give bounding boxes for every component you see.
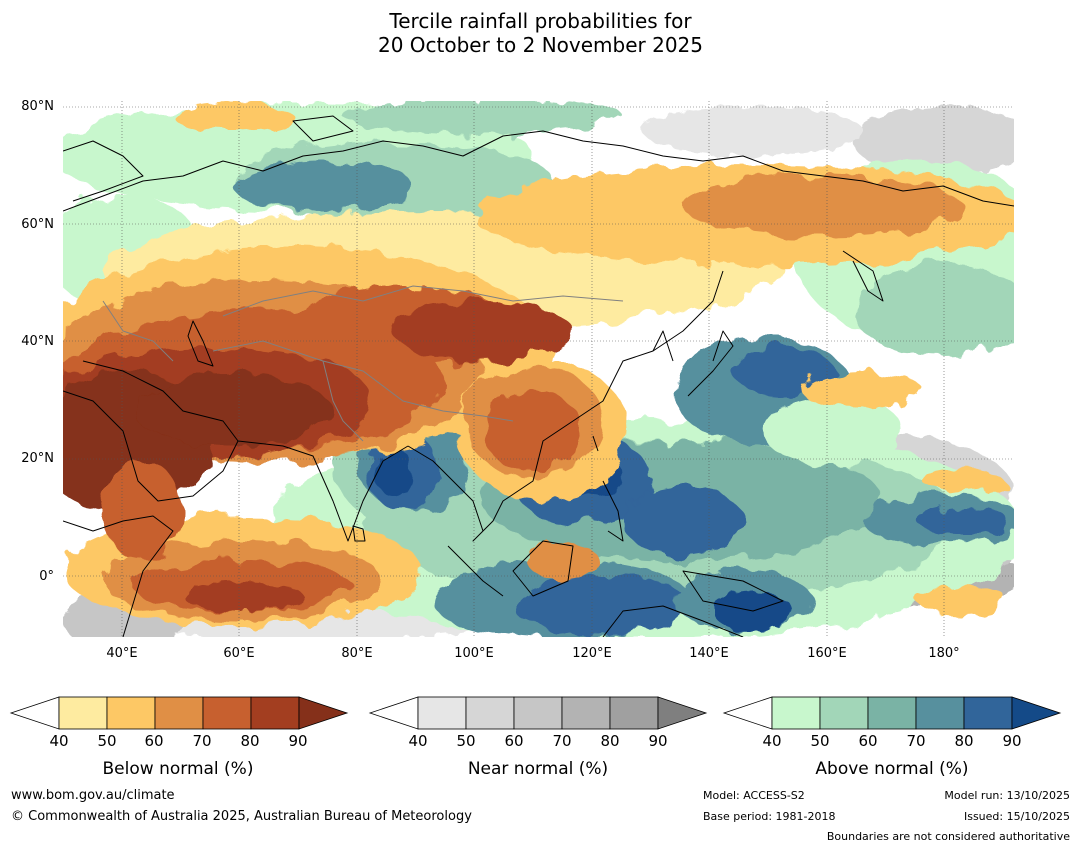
lon-label-160e: 160°E — [807, 646, 847, 661]
country-borders — [102, 285, 624, 442]
colorbar-above-segment-3 — [915, 696, 965, 730]
model-name: Model: ACCESS-S2 — [703, 789, 805, 802]
lon-label-180: 180° — [928, 646, 960, 661]
tick-above-90: 90 — [1002, 732, 1022, 750]
colorbar-above-normal — [722, 696, 1062, 730]
colorbar-below-segment-2 — [154, 696, 204, 730]
map-svg — [63, 101, 1014, 637]
lat-label-20n: 20°N — [21, 451, 54, 466]
lon-label-80e: 80°E — [341, 646, 373, 661]
lat-label-40n: 40°N — [21, 334, 54, 349]
colorbar-above-over-arrow — [1011, 696, 1062, 730]
chart-title-line-2: 20 October to 2 November 2025 — [377, 33, 704, 57]
coastlines — [63, 115, 1014, 637]
colorbar-near-segment-2 — [513, 696, 563, 730]
colorbar-near-normal — [368, 696, 708, 730]
legend-below-label: Below normal (%) — [102, 759, 254, 779]
chart-title-line-1: Tercile rainfall probabilities for — [389, 9, 692, 33]
colorbar-below-segment-1 — [106, 696, 156, 730]
lon-label-140e: 140°E — [689, 646, 729, 661]
lat-label-80n: 80°N — [21, 99, 54, 114]
tick-below-40: 40 — [49, 732, 69, 750]
colorbar-near-segment-1 — [465, 696, 515, 730]
tick-above-50: 50 — [810, 732, 830, 750]
probability-map — [63, 101, 1014, 637]
tick-above-40: 40 — [762, 732, 782, 750]
colorbar-near-over-arrow — [657, 696, 708, 730]
colorbar-below-over-arrow — [298, 696, 349, 730]
tick-below-70: 70 — [192, 732, 212, 750]
legend-near-label: Near normal (%) — [467, 759, 609, 779]
lat-label-0: 0° — [39, 569, 54, 584]
lon-label-40e: 40°E — [106, 646, 138, 661]
issued-date: Issued: 15/10/2025 — [963, 810, 1070, 823]
colorbar-above-segment-2 — [867, 696, 917, 730]
tick-near-60: 60 — [504, 732, 524, 750]
copyright-text: © Commonwealth of Australia 2025, Austra… — [11, 809, 472, 824]
base-period: Base period: 1981-2018 — [703, 810, 836, 823]
tick-near-90: 90 — [648, 732, 668, 750]
tick-below-60: 60 — [144, 732, 164, 750]
legend-colorbars — [9, 696, 1062, 730]
colorbar-near-under-arrow — [368, 696, 419, 730]
tick-above-60: 60 — [858, 732, 878, 750]
model-run-date: Model run: 13/10/2025 — [944, 789, 1070, 802]
tick-below-80: 80 — [240, 732, 260, 750]
tick-near-40: 40 — [408, 732, 428, 750]
tick-near-70: 70 — [552, 732, 572, 750]
tick-near-50: 50 — [456, 732, 476, 750]
colorbar-above-segment-0 — [771, 696, 821, 730]
website-link[interactable]: www.bom.gov.au/climate — [11, 788, 175, 803]
lon-label-60e: 60°E — [223, 646, 255, 661]
colorbar-near-segment-3 — [561, 696, 611, 730]
lon-label-120e: 120°E — [572, 646, 612, 661]
colorbar-above-segment-1 — [819, 696, 869, 730]
tick-below-90: 90 — [288, 732, 308, 750]
colorbar-below-segment-4 — [250, 696, 300, 730]
colorbar-below-segment-3 — [202, 696, 252, 730]
tick-above-70: 70 — [906, 732, 926, 750]
lon-label-100e: 100°E — [454, 646, 494, 661]
colorbar-near-segment-4 — [609, 696, 659, 730]
colorbar-below-segment-0 — [58, 696, 108, 730]
colorbar-above-segment-4 — [963, 696, 1013, 730]
tick-below-50: 50 — [97, 732, 117, 750]
lat-label-60n: 60°N — [21, 217, 54, 232]
colorbar-below-normal — [9, 696, 349, 730]
boundaries-disclaimer: Boundaries are not considered authoritat… — [826, 830, 1070, 843]
legend-above-label: Above normal (%) — [815, 759, 969, 779]
colorbar-near-segment-0 — [417, 696, 467, 730]
colorbar-above-under-arrow — [722, 696, 773, 730]
tick-near-80: 80 — [600, 732, 620, 750]
tick-above-80: 80 — [954, 732, 974, 750]
colorbar-below-under-arrow — [9, 696, 60, 730]
